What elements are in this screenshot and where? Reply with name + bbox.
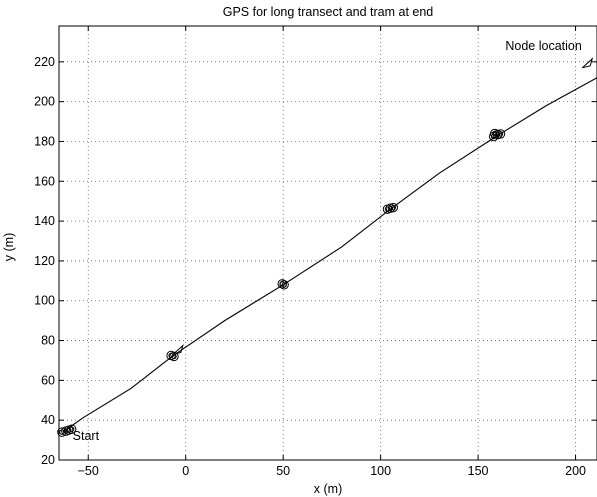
series-layer: [62, 57, 597, 433]
y-tick-label: 60: [41, 373, 55, 387]
gps-fix-marker: [66, 424, 77, 434]
y-tick-label: 200: [34, 95, 55, 109]
node-arrow-marker: [581, 57, 594, 69]
gps-track-line: [62, 77, 597, 433]
x-tick-label: −50: [78, 464, 99, 478]
gps-fix-marker: [495, 129, 506, 139]
annotations: Start Node location: [73, 39, 582, 443]
plot-frame: [58, 25, 597, 461]
y-tick-label: 20: [41, 453, 55, 467]
y-tick-label: 40: [41, 413, 55, 427]
x-ticks: −50 0 50 100 150 200: [78, 26, 586, 478]
y-tick-label: 220: [34, 55, 55, 69]
y-tick-label: 140: [34, 214, 55, 228]
gps-fix-inner: [390, 204, 397, 211]
y-tick-label: 180: [34, 134, 55, 148]
gps-fix-inner: [497, 131, 504, 137]
gps-fix-marker: [388, 202, 399, 213]
gps-fix-inner: [171, 353, 177, 360]
x-tick-label: 150: [468, 464, 489, 478]
y-ticks: 20 40 60 80 100 120 140 160 180 200 220: [34, 55, 597, 467]
y-tick-label: 160: [34, 174, 55, 188]
cluster-markers: [57, 128, 506, 437]
y-tick-label: 120: [34, 254, 55, 268]
x-tick-label: 50: [276, 464, 290, 478]
y-tick-label: 80: [41, 334, 55, 348]
x-tick-label: 200: [565, 464, 586, 478]
annotation-label: Node location: [505, 39, 581, 53]
chart-title: GPS for long transect and tram at end: [223, 5, 434, 19]
y-axis-label: y (m): [2, 233, 16, 261]
gps-fix-marker: [279, 280, 289, 290]
gps-fix-marker: [169, 351, 179, 362]
x-axis-label: x (m): [314, 482, 342, 496]
axes-box: [58, 25, 597, 461]
gps-fix-inner: [281, 282, 287, 288]
gps-fix-inner: [68, 426, 75, 432]
annotation-label: Start: [73, 429, 100, 443]
x-tick-label: 0: [182, 464, 189, 478]
gps-fix-marker: [57, 427, 67, 437]
grid-lines: [59, 26, 597, 460]
y-tick-label: 100: [34, 294, 55, 308]
x-tick-label: 100: [370, 464, 391, 478]
